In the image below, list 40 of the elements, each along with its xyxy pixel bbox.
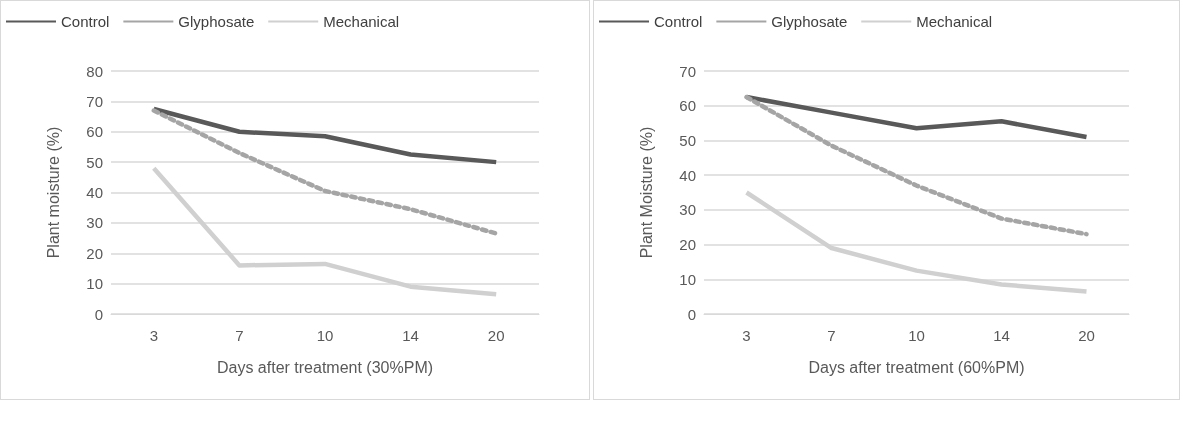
y-tick-label: 70 [679, 62, 696, 80]
legend-label: Mechanical [323, 13, 400, 30]
y-tick-label: 20 [679, 236, 696, 254]
y-axis-title: Plant Moisture (%) [637, 126, 655, 259]
x-tick-label: 7 [827, 327, 836, 344]
y-tick-label: 0 [94, 305, 103, 323]
x-axis-title: Days after treatment (30%PM) [216, 358, 434, 376]
y-tick-label: 60 [679, 97, 696, 115]
x-tick-label: 20 [487, 327, 505, 344]
line-series [151, 106, 499, 165]
x-tick-label: 14 [402, 327, 419, 344]
y-tick-label: 30 [679, 201, 696, 219]
legend-label: Control [654, 13, 703, 30]
y-tick-label: 30 [86, 214, 103, 232]
x-tick-label: 10 [908, 327, 925, 344]
legend-label: Mechanical [916, 13, 993, 30]
y-tick-label: 40 [679, 166, 696, 184]
y-tick-label: 50 [679, 131, 696, 149]
y-tick-label: 50 [86, 153, 103, 171]
y-tick-label: 20 [86, 244, 103, 262]
y-tick-label: 10 [86, 275, 103, 293]
y-tick-label: 80 [86, 62, 103, 80]
legend-label: Control [61, 13, 110, 30]
legend-label: Glyphosate [771, 13, 848, 30]
y-tick-label: 10 [679, 270, 696, 288]
x-tick-label: 20 [1078, 327, 1095, 344]
legend-label: Glyphosate [178, 13, 255, 30]
line-series [151, 108, 499, 236]
y-tick-label: 0 [687, 305, 696, 323]
y-tick-label: 40 [86, 184, 103, 201]
x-tick-label: 3 [149, 327, 158, 344]
line-series [744, 94, 1089, 237]
x-tick-label: 3 [742, 327, 751, 344]
x-tick-label: 7 [235, 327, 244, 344]
y-tick-label: 70 [86, 92, 103, 110]
y-tick-label: 60 [86, 123, 103, 141]
x-tick-label: 14 [993, 327, 1010, 344]
y-axis-title: Plant moisture (%) [44, 126, 62, 259]
x-axis-title: Days after treatment (60%PM) [808, 358, 1025, 376]
x-tick-label: 10 [316, 327, 334, 344]
